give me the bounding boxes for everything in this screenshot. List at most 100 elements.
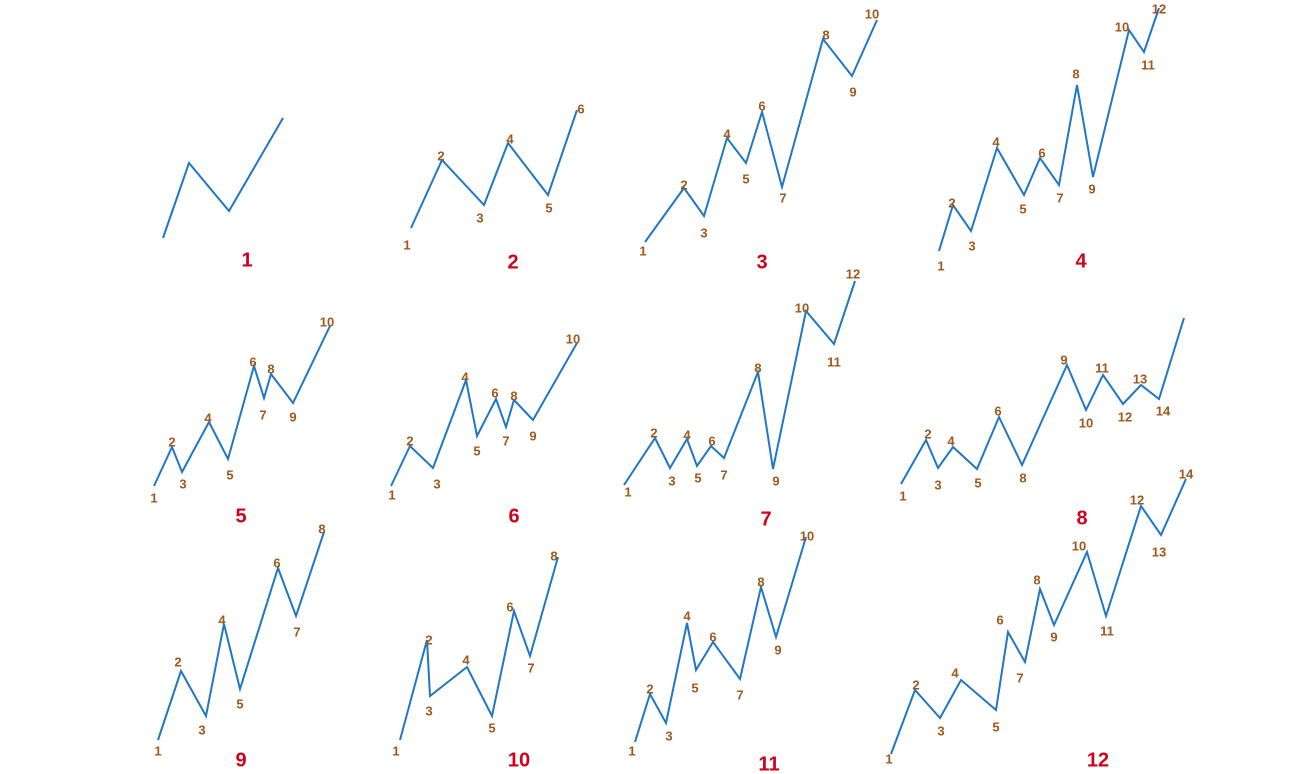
point-label: 3 — [668, 473, 675, 488]
point-label: 6 — [996, 612, 1003, 627]
point-label: 1 — [937, 258, 944, 273]
point-label: 2 — [168, 434, 175, 449]
point-label: 2 — [406, 433, 413, 448]
point-label: 3 — [968, 238, 975, 253]
point-label: 6 — [249, 354, 256, 369]
panel-number: 7 — [760, 508, 771, 530]
panel-number: 9 — [235, 749, 246, 771]
point-label: 11 — [1141, 57, 1155, 72]
point-label: 9 — [1088, 181, 1095, 196]
wave-line — [623, 280, 856, 486]
point-label: 3 — [425, 703, 432, 718]
point-label: 7 — [736, 687, 743, 702]
point-label: 10 — [1072, 538, 1086, 553]
point-label: 12 — [1118, 409, 1132, 424]
wave-line — [634, 536, 807, 743]
point-label: 6 — [506, 599, 513, 614]
point-label: 11 — [1095, 360, 1109, 375]
point-label: 8 — [1072, 66, 1079, 81]
point-label: 5 — [691, 680, 698, 695]
point-label: 2 — [948, 195, 955, 210]
point-label: 6 — [491, 385, 498, 400]
point-label: 1 — [403, 237, 410, 252]
wave-line — [157, 531, 325, 741]
point-label: 7 — [259, 407, 266, 422]
point-label: 4 — [204, 410, 212, 425]
point-label: 12 — [846, 266, 860, 281]
wave-panel-10: 1 2 3 4 5 6 7 8 10 — [392, 548, 559, 771]
wave-panel-11: 1 2 3 4 5 6 7 8 9 10 11 — [628, 528, 814, 774]
point-label: 2 — [646, 681, 653, 696]
point-label: 4 — [462, 652, 470, 667]
point-label: 2 — [912, 677, 919, 692]
point-label: 4 — [951, 665, 959, 680]
point-label: 1 — [628, 743, 635, 758]
point-label: 3 — [934, 477, 941, 492]
panel-number: 2 — [507, 251, 518, 273]
point-label: 1 — [624, 484, 631, 499]
point-label: 8 — [1019, 470, 1026, 485]
point-label: 10 — [1115, 19, 1129, 34]
point-label: 1 — [154, 743, 161, 758]
wave-line — [900, 317, 1185, 485]
point-label: 8 — [757, 574, 764, 589]
point-label: 5 — [1019, 201, 1026, 216]
panel-number: 12 — [1087, 749, 1109, 771]
point-label: 3 — [198, 722, 205, 737]
point-label: 5 — [992, 719, 999, 734]
wave-line — [890, 478, 1187, 755]
point-label: 4 — [992, 134, 1000, 149]
point-label: 9 — [1050, 629, 1057, 644]
panel-number: 3 — [756, 251, 767, 273]
point-label: 7 — [502, 433, 509, 448]
wave-panel-9: 1 2 3 4 5 6 7 8 9 — [154, 521, 325, 771]
point-label: 1 — [388, 487, 395, 502]
panel-number: 10 — [508, 749, 530, 771]
wave-line — [390, 342, 578, 487]
point-label: 7 — [293, 624, 300, 639]
point-label: 5 — [473, 443, 480, 458]
point-label: 4 — [218, 612, 226, 627]
point-label: 6 — [758, 98, 765, 113]
point-label: 5 — [742, 171, 749, 186]
point-label: 8 — [510, 388, 517, 403]
point-label: 9 — [772, 473, 779, 488]
wave-panel-2: 1 2 3 4 5 6 2 — [403, 101, 584, 273]
point-label: 4 — [947, 433, 955, 448]
point-label: 10 — [865, 6, 879, 21]
point-label: 8 — [1033, 572, 1040, 587]
point-label: 1 — [150, 490, 157, 505]
point-label: 6 — [994, 403, 1001, 418]
point-label: 3 — [433, 476, 440, 491]
point-label: 2 — [174, 654, 181, 669]
point-label: 2 — [437, 148, 444, 163]
point-label: 4 — [683, 608, 691, 623]
point-label: 2 — [924, 426, 931, 441]
point-label: 4 — [683, 427, 691, 442]
point-label: 8 — [822, 27, 829, 42]
wave-panel-3: 1 2 3 4 5 6 7 8 9 10 3 — [639, 6, 879, 273]
point-label: 3 — [937, 723, 944, 738]
point-label: 10 — [1079, 415, 1093, 430]
point-label: 13 — [1133, 371, 1147, 386]
point-label: 2 — [425, 632, 432, 647]
point-label: 3 — [476, 210, 483, 225]
point-label: 12 — [1130, 492, 1144, 507]
point-label: 3 — [700, 225, 707, 240]
point-label: 8 — [754, 360, 761, 375]
point-label: 6 — [577, 101, 584, 116]
point-label: 7 — [1016, 670, 1023, 685]
point-label: 7 — [720, 467, 727, 482]
point-label: 6 — [708, 433, 715, 448]
panel-number: 6 — [508, 505, 519, 527]
wave-line — [644, 19, 878, 243]
point-label: 6 — [273, 555, 280, 570]
point-label: 6 — [1038, 145, 1045, 160]
point-label: 8 — [318, 521, 325, 536]
point-label: 12 — [1152, 1, 1166, 16]
point-label: 9 — [1060, 352, 1067, 367]
